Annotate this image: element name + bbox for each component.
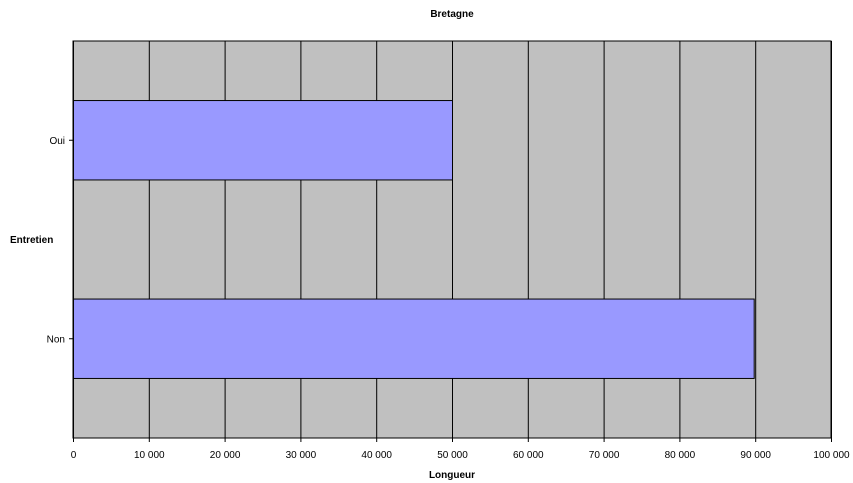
x-tick-label: 50 000 (437, 450, 468, 461)
x-tick-label: 40 000 (361, 450, 392, 461)
x-tick-label: 20 000 (210, 450, 241, 461)
y-axis-categories: Oui Non (47, 136, 73, 345)
y-axis-title: Entretien (10, 235, 53, 246)
x-axis-ticks: 0 10 000 20 000 30 000 40 000 50 000 60 000 70 … (71, 438, 850, 461)
x-tick-label: 90 000 (740, 450, 771, 461)
x-tick-label: 80 000 (665, 450, 696, 461)
chart-title: Bretagne (430, 9, 474, 20)
y-category-label: Oui (49, 136, 65, 147)
bars (73, 100, 755, 379)
bar-non (73, 298, 755, 379)
x-tick-label: 30 000 (286, 450, 317, 461)
x-tick-label: 0 (71, 450, 77, 461)
x-tick-label: 60 000 (513, 450, 544, 461)
x-tick-label: 70 000 (589, 450, 620, 461)
x-tick-label: 10 000 (134, 450, 165, 461)
y-category-label: Non (47, 334, 65, 345)
x-axis-title: Longueur (429, 470, 475, 481)
bar-oui (73, 100, 453, 181)
x-tick-label: 100 000 (813, 450, 850, 461)
